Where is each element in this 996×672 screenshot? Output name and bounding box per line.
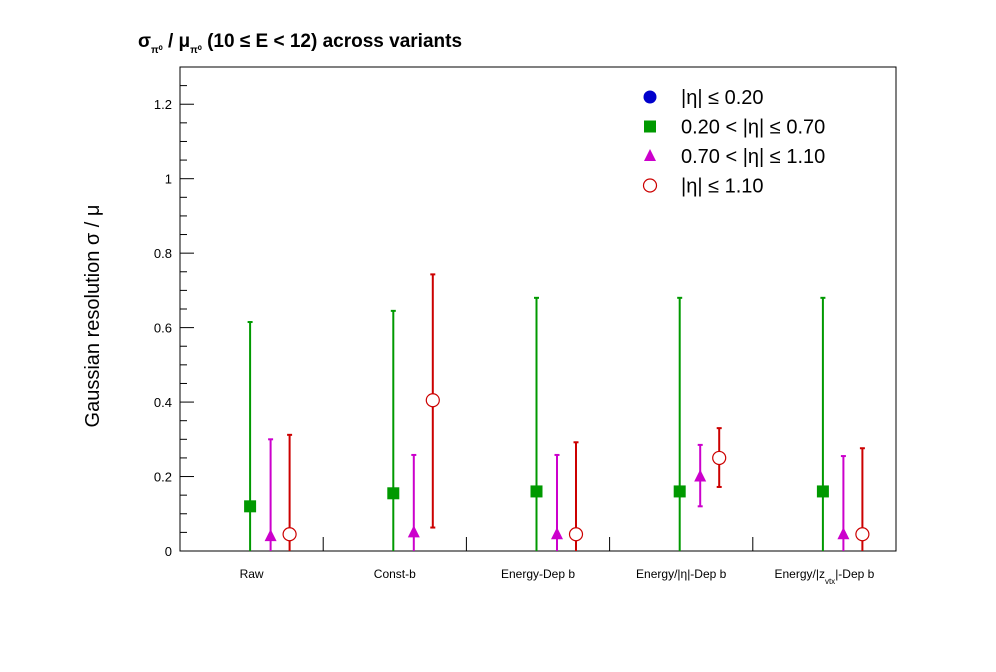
x-tick-label: Energy/|η|-Dep b: [636, 567, 727, 581]
chart-title: σπ⁰ / μπ⁰ (10 ≤ E < 12) across variants: [138, 31, 462, 56]
y-tick-label: 1: [165, 172, 172, 187]
data-point: [530, 485, 543, 498]
plot-frame: [179, 66, 897, 552]
legend-label: |η| ≤ 1.10: [681, 176, 764, 198]
data-marks: [244, 273, 870, 551]
data-point: [855, 527, 870, 542]
data-point: [816, 485, 829, 498]
y-tick-label: 1.2: [154, 97, 172, 112]
y-tick-label: 0.4: [154, 395, 172, 410]
data-point: [282, 527, 297, 542]
y-axis-ticks: 0 0.2 0.4 0.6 0.8 1 1.2: [154, 66, 194, 559]
legend: |η| ≤ 0.20 0.20 < |η| ≤ 0.70 0.70 < |η| ≤ …: [642, 87, 825, 198]
data-point: [694, 469, 707, 482]
y-tick-label: 0.8: [154, 246, 172, 261]
data-point: [837, 527, 850, 540]
x-axis-ticks: Raw Const-b Energy-Dep b Energy/|η|-Dep b En…: [240, 537, 875, 586]
legend-marker: [644, 149, 656, 161]
legend-marker: [643, 90, 657, 104]
data-point: [568, 527, 584, 542]
data-point: [425, 393, 440, 408]
data-point: [551, 527, 563, 540]
data-point: [407, 525, 420, 538]
y-tick-label: 0.2: [154, 470, 172, 485]
data-point: [673, 485, 686, 498]
x-tick-label: Const-b: [374, 567, 416, 581]
y-tick-label: 0: [165, 544, 172, 559]
y-tick-label: 0.6: [154, 321, 172, 336]
legend-marker: [642, 178, 658, 193]
data-point: [244, 500, 257, 513]
legend-label: 0.70 < |η| ≤ 1.10: [681, 146, 825, 168]
x-tick-label: Raw: [240, 567, 264, 581]
data-point: [264, 529, 277, 542]
data-point: [387, 487, 400, 500]
x-tick-label: Energy-Dep b: [501, 567, 575, 581]
legend-label: |η| ≤ 0.20: [681, 87, 764, 109]
x-tick-label: Energy/|zvtx|-Dep b: [774, 567, 874, 586]
y-axis-label: Gaussian resolution σ / μ: [82, 205, 104, 428]
legend-label: 0.20 < |η| ≤ 0.70: [681, 117, 825, 139]
data-point: [712, 450, 727, 466]
legend-marker: [644, 120, 656, 133]
